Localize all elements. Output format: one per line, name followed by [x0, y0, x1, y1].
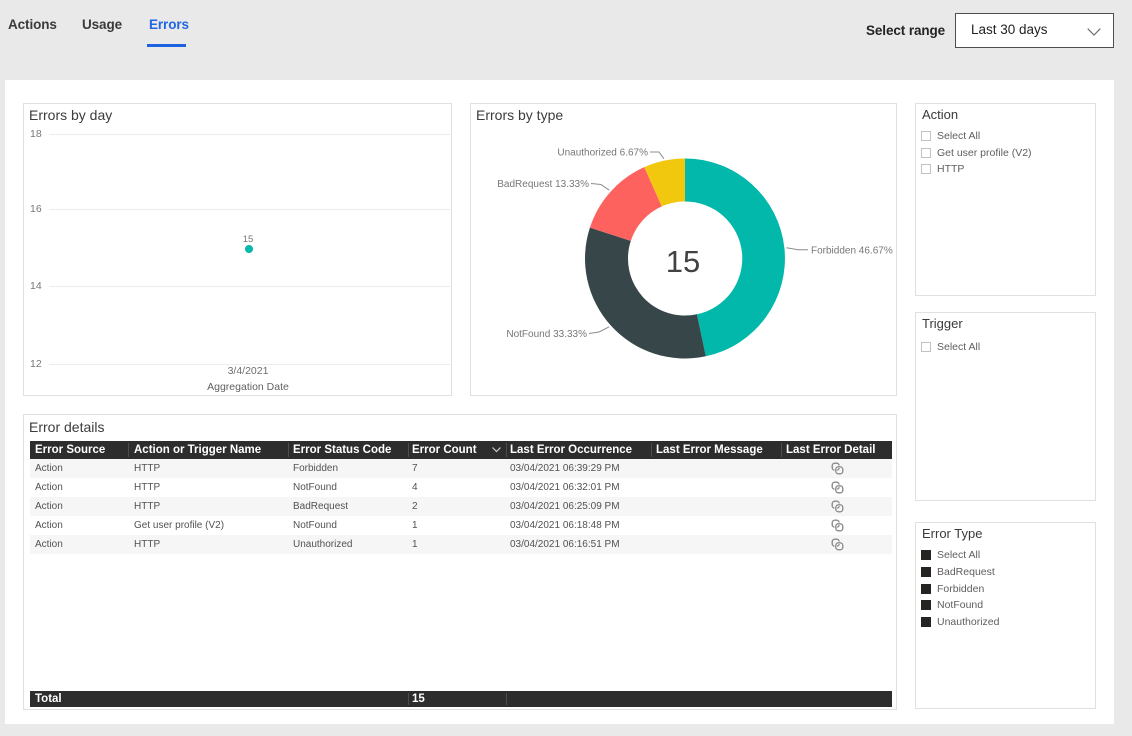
svg-text:15: 15: [666, 244, 700, 279]
svg-text:NotFound 33.33%: NotFound 33.33%: [506, 329, 587, 340]
svg-text:Forbidden 46.67%: Forbidden 46.67%: [811, 246, 893, 257]
svg-text:Unauthorized 6.67%: Unauthorized 6.67%: [557, 148, 648, 159]
svg-text:BadRequest 13.33%: BadRequest 13.33%: [497, 179, 589, 190]
